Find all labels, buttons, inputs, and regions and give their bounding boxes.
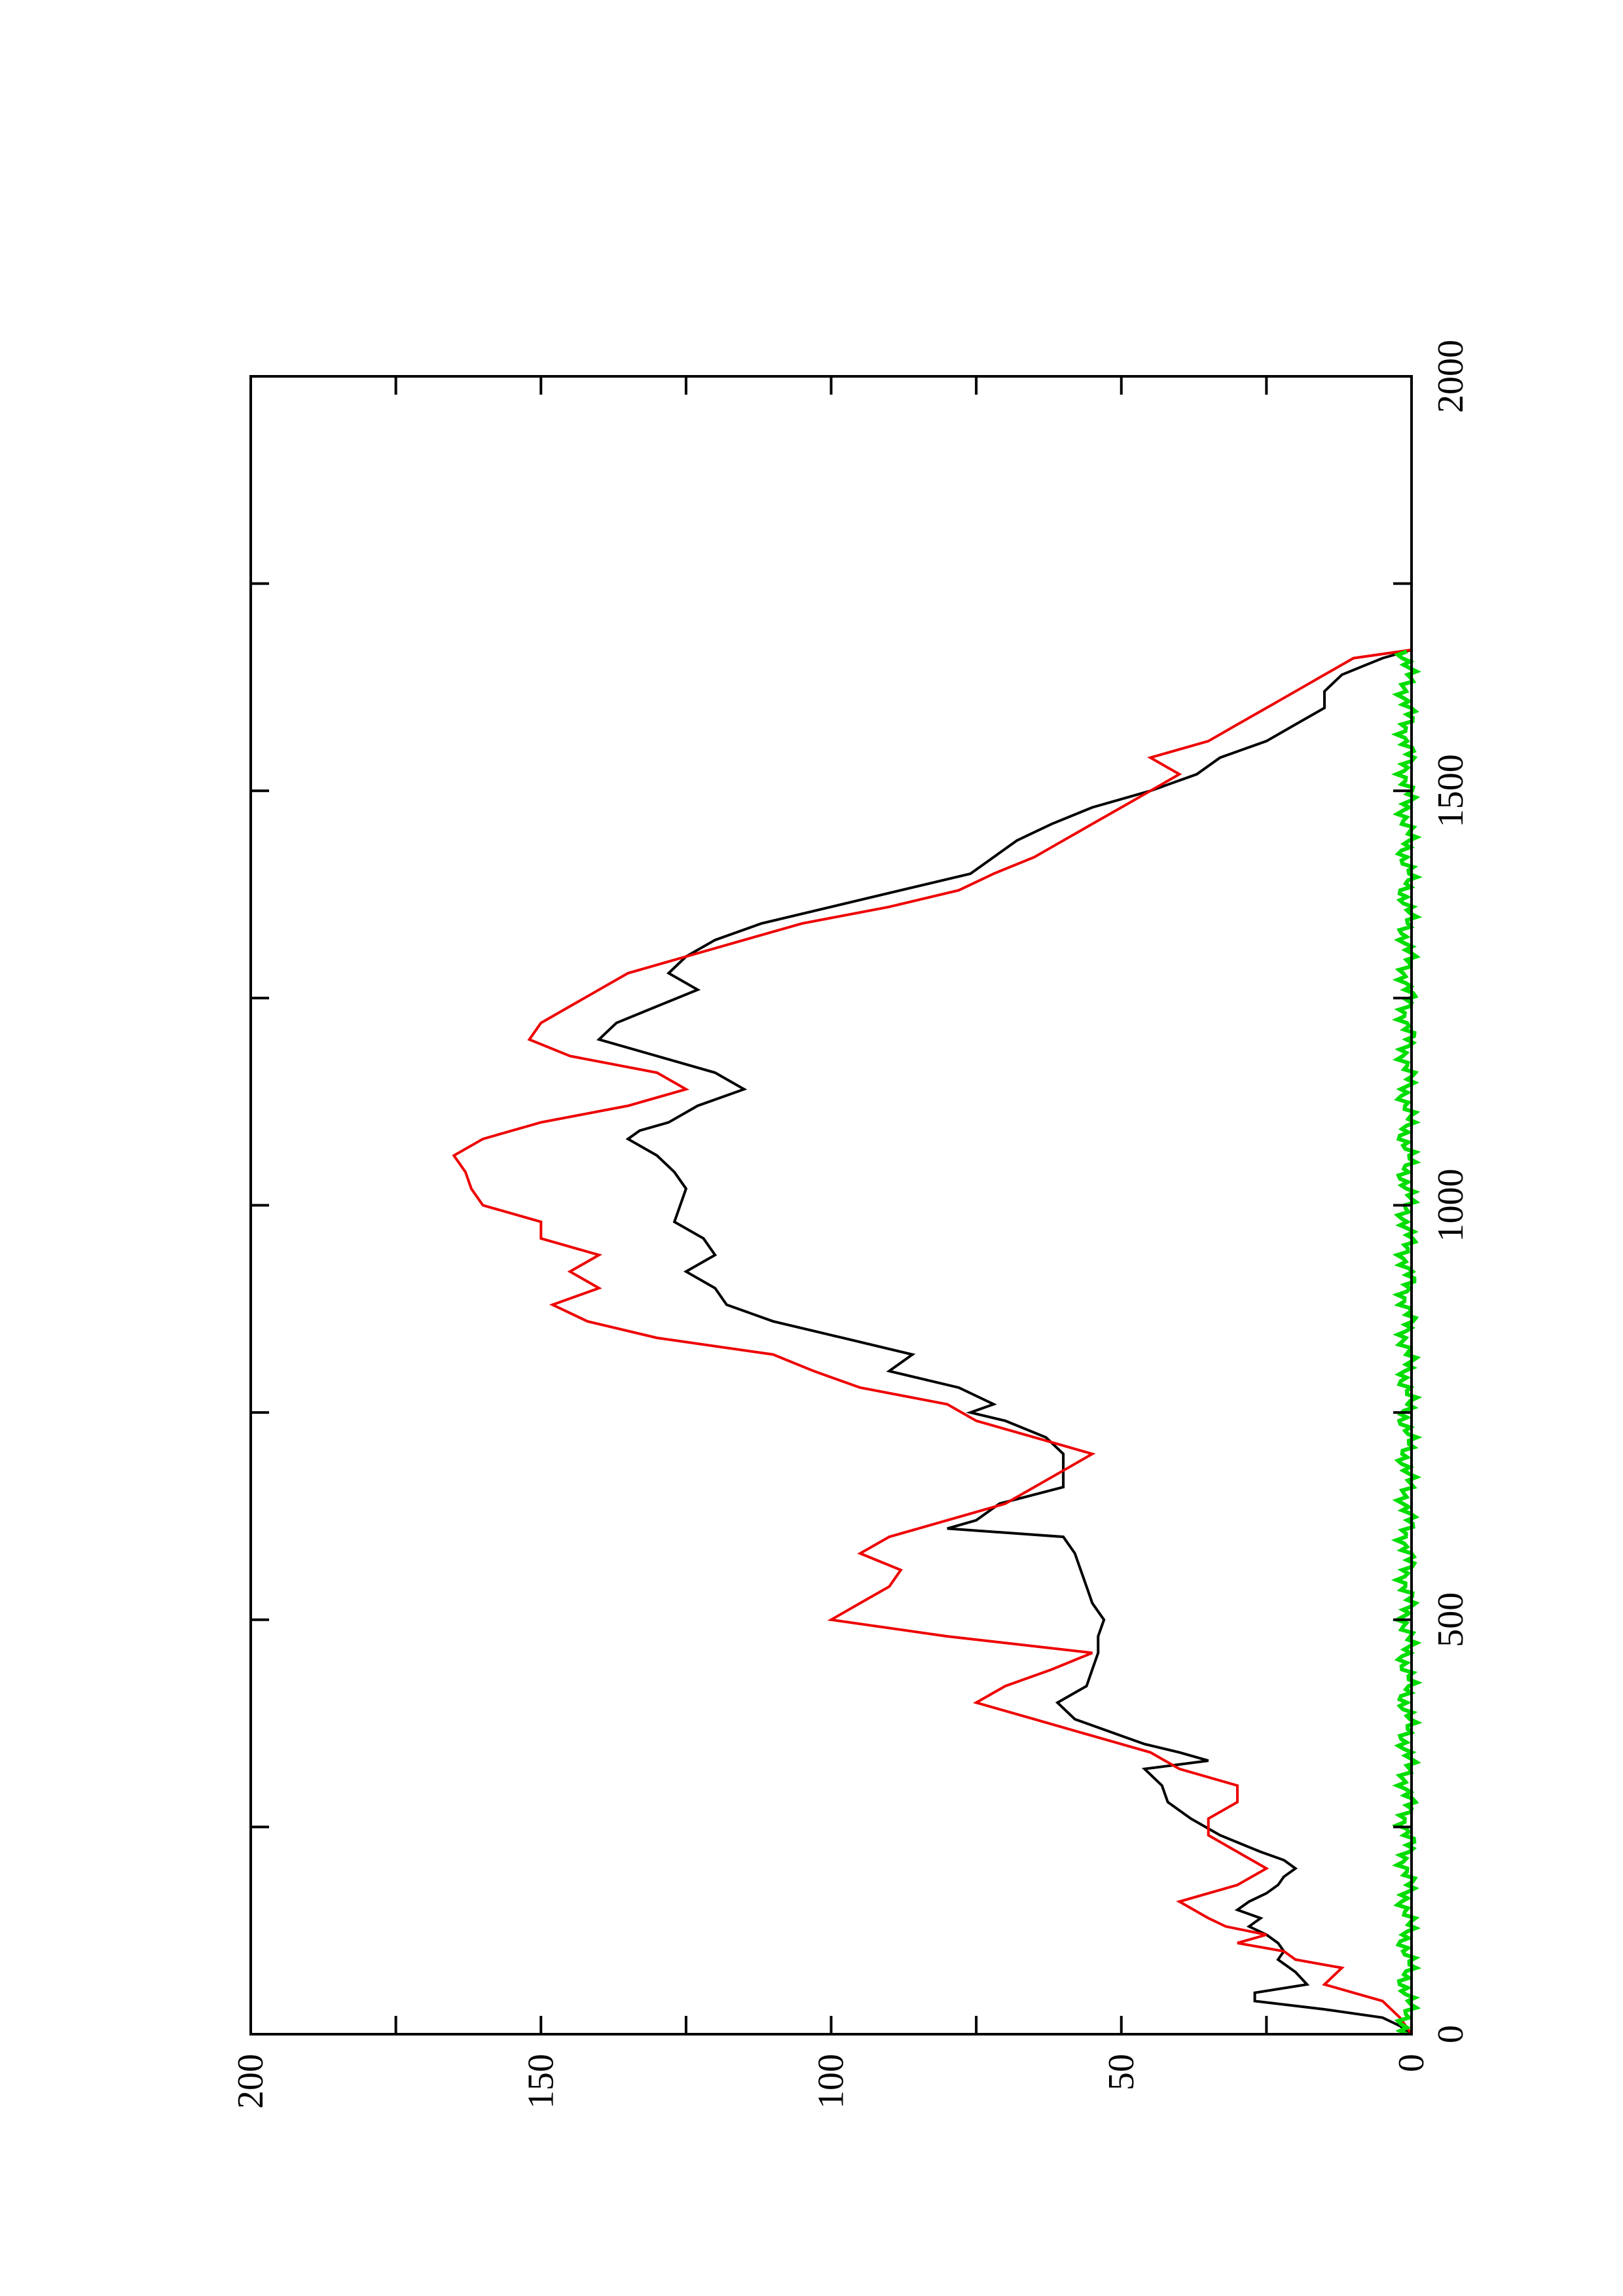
series-line-2 [452, 648, 1413, 2036]
x-tick-label: 500 [1431, 1592, 1471, 1647]
x-tick-label: 2000 [1431, 340, 1471, 413]
y-tick-label: 0 [1391, 2054, 1432, 2072]
y-tick-label: 50 [1101, 2054, 1142, 2090]
x-tick-label: 1500 [1431, 754, 1471, 827]
x-tick-label: 1000 [1431, 1169, 1471, 1242]
y-tick-label: 150 [520, 2054, 561, 2109]
y-tick-label: 200 [230, 2054, 271, 2109]
x-tick-label: 0 [1431, 2025, 1471, 2043]
series-line-1 [596, 648, 1413, 2036]
y-tick-label: 100 [811, 2054, 852, 2109]
ticks-layer: 0 500 1000 1500 2000 0 50 100 150 200 [230, 340, 1471, 2109]
